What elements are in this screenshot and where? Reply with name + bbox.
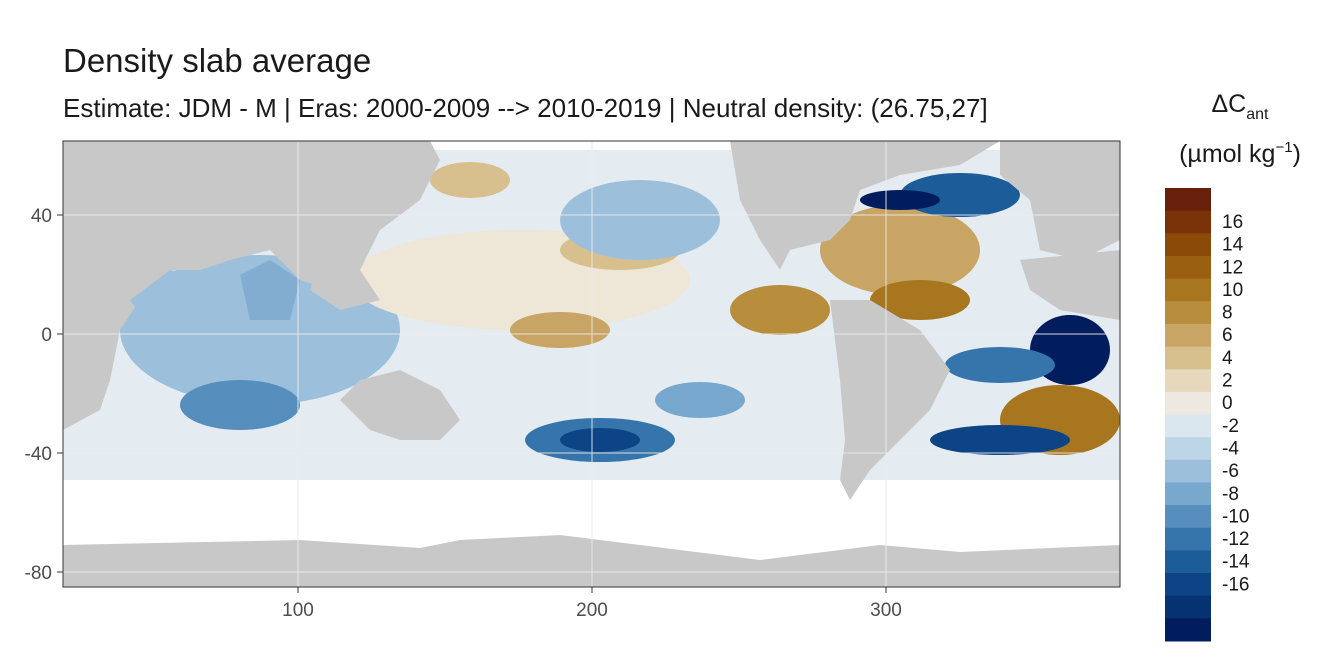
legend-tick-label: 16: [1222, 212, 1243, 233]
legend-tick-label: 10: [1222, 280, 1243, 301]
indian-ocean-core: [180, 380, 300, 430]
land-africa-east: [1020, 250, 1120, 320]
y-tick-label: -40: [25, 444, 52, 465]
legend-tick-label: 14: [1222, 235, 1244, 256]
tropical-atlantic-warm: [870, 280, 970, 320]
land-australia: [340, 370, 460, 440]
bay-of-bengal: [240, 260, 300, 320]
legend-tick-label: 4: [1222, 348, 1233, 369]
legend-tick-label: -8: [1222, 484, 1239, 505]
legend-swatch: [1165, 210, 1211, 234]
legend-swatch: [1165, 301, 1211, 325]
legend-tick-label: -10: [1222, 506, 1249, 527]
x-axis: 100 200 300: [282, 587, 902, 621]
y-tick-label: -80: [25, 563, 52, 584]
legend-tick-label: -16: [1222, 574, 1249, 595]
legend-swatch: [1165, 437, 1211, 461]
north-pacific-warm: [430, 162, 510, 198]
land-south-america: [830, 300, 950, 500]
legend-tick-label: 8: [1222, 303, 1233, 324]
legend-title-unit-post: ): [1293, 140, 1301, 168]
land-east-asia: [300, 141, 440, 310]
x-tick-label: 300: [870, 600, 902, 621]
legend-title-unit-pre: (µmol kg: [1179, 140, 1275, 168]
legend-colorbar: [1165, 188, 1211, 642]
map-panel: [63, 141, 1120, 587]
legend-tick-label: -6: [1222, 461, 1239, 482]
legend-title-main: ΔC: [1211, 90, 1246, 118]
land-europe-greenland: [1000, 141, 1120, 260]
south-pacific-mid: [655, 382, 745, 418]
legend-swatch: [1165, 414, 1211, 438]
legend-tick-label: 6: [1222, 325, 1233, 346]
chart-title: Density slab average: [63, 42, 372, 79]
legend-swatch: [1165, 233, 1211, 257]
legend-swatch: [1165, 618, 1211, 642]
labrador-core: [860, 190, 940, 210]
y-tick-label: 40: [31, 206, 52, 227]
legend-title-line2: (µmol kg−1): [1179, 139, 1301, 168]
legend-swatch: [1165, 595, 1211, 619]
north-pacific-cool: [560, 180, 720, 260]
legend-swatch: [1165, 369, 1211, 393]
legend-swatch: [1165, 188, 1211, 212]
east-pacific-warm: [730, 285, 830, 335]
x-tick-label: 100: [282, 600, 314, 621]
legend-swatch: [1165, 346, 1211, 370]
south-atlantic-mid: [945, 347, 1055, 383]
south-pacific-core: [560, 428, 640, 452]
north-atlantic-warm: [820, 205, 980, 295]
pacific-warm-patch-2: [510, 312, 610, 348]
y-axis: 40 0 -40 -80: [25, 206, 63, 584]
x-tick-label: 200: [576, 600, 608, 621]
legend-swatch: [1165, 255, 1211, 280]
legend-swatch: [1165, 482, 1211, 506]
y-tick-label: 0: [41, 325, 52, 346]
legend-tick-label: 2: [1222, 371, 1233, 392]
legend: ΔCant (µmol kg−1) 1614121086420-2-4-6-8-…: [1165, 90, 1301, 642]
legend-tick-label: 12: [1222, 257, 1243, 278]
legend-tick-label: -14: [1222, 552, 1250, 573]
legend-swatch: [1165, 391, 1211, 415]
legend-title-sub: ant: [1246, 106, 1269, 123]
south-atlantic-cool: [930, 425, 1070, 455]
chart-subtitle: Estimate: JDM - M | Eras: 2000-2009 --> …: [63, 93, 988, 123]
arabian-sea: [130, 270, 230, 330]
legend-swatch: [1165, 573, 1211, 597]
legend-tick-label: -12: [1222, 529, 1249, 550]
legend-tick-label: -4: [1222, 438, 1239, 459]
legend-swatch: [1165, 505, 1211, 529]
legend-tick-label: 0: [1222, 393, 1233, 414]
legend-title-line1: ΔCant: [1211, 90, 1269, 123]
land-north-america: [730, 141, 1000, 270]
legend-swatch: [1165, 323, 1211, 348]
legend-swatch: [1165, 278, 1211, 302]
legend-tick-label: -2: [1222, 416, 1239, 437]
legend-swatch: [1165, 550, 1211, 574]
legend-swatch: [1165, 527, 1211, 551]
legend-swatch: [1165, 459, 1211, 483]
grid-lines: [63, 141, 1120, 587]
legend-title-unit-sup: −1: [1275, 139, 1292, 156]
